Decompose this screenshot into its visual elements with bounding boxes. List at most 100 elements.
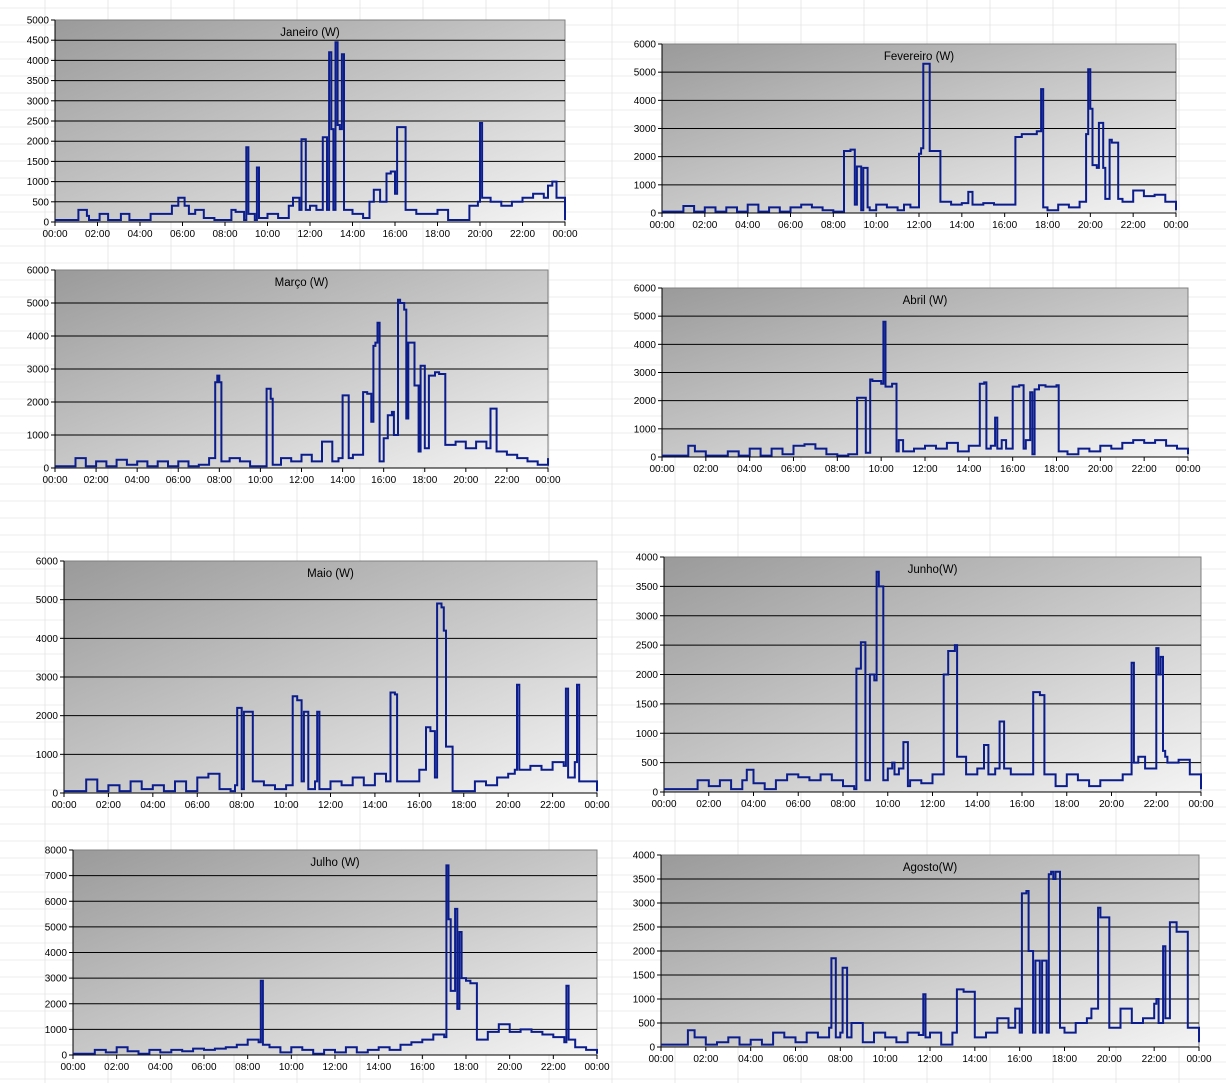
x-tick-label: 22:00: [1132, 464, 1157, 475]
x-tick-label: 20:00: [1099, 799, 1124, 810]
y-tick-label: 3000: [27, 96, 50, 107]
x-tick-label: 08:00: [212, 229, 237, 240]
y-tick-label: 2000: [45, 999, 68, 1010]
chart-agosto[interactable]: 0 500 1000 1500 2000 2500 3000 3500 4000 00:00 02:…: [608, 845, 1223, 1083]
y-tick-label: 3000: [36, 673, 59, 684]
y-tick-label: 0: [52, 789, 58, 800]
x-tick-label: 08:00: [828, 1054, 853, 1065]
y-tick-label: 0: [61, 1051, 67, 1062]
x-tick-label: 16:00: [1000, 464, 1025, 475]
x-tick-label: 14:00: [362, 800, 387, 811]
x-tick-label: 20:00: [1078, 220, 1103, 231]
x-tick-label: 16:00: [992, 220, 1017, 231]
x-tick-label: 08:00: [229, 800, 254, 811]
x-tick-label: 14:00: [965, 799, 990, 810]
y-tick-label: 1500: [636, 699, 659, 710]
x-tick-label: 00:00: [552, 229, 577, 240]
chart-abril[interactable]: 0 1000 2000 3000 4000 5000 6000 00:00 02:00 04:00…: [618, 280, 1208, 488]
power-series-line: [661, 870, 1200, 1046]
y-tick-label: 3000: [27, 365, 50, 376]
y-tick-label: 3500: [27, 76, 50, 87]
x-tick-label: 02:00: [85, 229, 110, 240]
y-tick-label: 4000: [634, 96, 657, 107]
chart-svg: 0 500 1000 1500 2000 2500 3000 3500 4000 00:00 02:…: [636, 553, 1214, 811]
chart-janeiro[interactable]: 0 500 1000 1500 2000 2500 3000 3500 4000 4500 5000…: [0, 0, 585, 248]
x-tick-label: 22:00: [541, 1062, 566, 1073]
chart-marco[interactable]: 0 1000 2000 3000 4000 5000 6000 00:00 02:00 04:00…: [0, 262, 578, 492]
y-tick-label: 2500: [633, 923, 656, 934]
chart-julho[interactable]: 0 1000 2000 3000 4000 5000 6000 7000 8000 00:00 02…: [0, 840, 615, 1080]
x-tick-label: 12:00: [920, 799, 945, 810]
y-tick-label: 3000: [634, 124, 657, 135]
y-tick-label: 3500: [636, 582, 659, 593]
y-tick-label: 4000: [636, 553, 659, 564]
y-tick-label: 4000: [634, 340, 657, 351]
x-tick-label: 04:00: [738, 1054, 763, 1065]
x-tick-label: 12:00: [917, 1054, 942, 1065]
y-tick-label: 2000: [27, 137, 50, 148]
chart-junho[interactable]: 0 500 1000 1500 2000 2500 3000 3500 4000 00:00 02:…: [608, 545, 1223, 815]
y-tick-label: 2000: [634, 152, 657, 163]
y-tick-label: 3000: [633, 899, 656, 910]
y-tick-label: 7000: [45, 871, 68, 882]
x-tick-label: 18:00: [425, 229, 450, 240]
x-tick-label: 12:00: [906, 220, 931, 231]
y-tick-label: 0: [652, 788, 658, 799]
chart-svg: 0 1000 2000 3000 4000 5000 6000 00:00 02:00 04:00…: [634, 40, 1189, 232]
x-tick-label: 04:00: [125, 475, 150, 486]
y-tick-label: 3000: [636, 611, 659, 622]
x-tick-label: 10:00: [274, 800, 299, 811]
chart-title: Agosto(W): [903, 862, 957, 874]
x-tick-label: 16:00: [1009, 799, 1034, 810]
x-tick-label: 00:00: [1186, 1054, 1211, 1065]
x-tick-label: 20:00: [1088, 464, 1113, 475]
y-tick-label: 2000: [634, 396, 657, 407]
x-tick-label: 14:00: [949, 220, 974, 231]
y-tick-label: 1000: [634, 180, 657, 191]
x-tick-label: 10:00: [873, 1054, 898, 1065]
x-tick-label: 04:00: [148, 1062, 173, 1073]
x-tick-label: 08:00: [821, 220, 846, 231]
y-tick-label: 0: [650, 209, 656, 220]
y-tick-label: 5000: [45, 922, 68, 933]
x-tick-label: 14:00: [366, 1062, 391, 1073]
x-tick-label: 14:00: [956, 464, 981, 475]
x-tick-label: 10:00: [864, 220, 889, 231]
power-series-line: [73, 864, 598, 1055]
x-tick-label: 08:00: [235, 1062, 260, 1073]
chart-svg: 0 500 1000 1500 2000 2500 3000 3500 4000 00:00 02:…: [633, 851, 1212, 1066]
y-tick-label: 1500: [633, 971, 656, 982]
x-tick-label: 04:00: [127, 229, 152, 240]
x-tick-label: 14:00: [340, 229, 365, 240]
y-tick-label: 2000: [27, 398, 50, 409]
x-tick-label: 14:00: [330, 475, 355, 486]
chart-svg: 0 1000 2000 3000 4000 5000 6000 00:00 02:00 04:00…: [634, 284, 1201, 476]
y-tick-label: 4000: [45, 948, 68, 959]
y-tick-label: 4500: [27, 36, 50, 47]
x-tick-label: 06:00: [166, 475, 191, 486]
power-series-line: [64, 602, 598, 793]
x-tick-label: 00:00: [651, 799, 676, 810]
x-tick-label: 08:00: [830, 799, 855, 810]
y-tick-label: 1000: [27, 431, 50, 442]
y-tick-label: 5000: [36, 595, 59, 606]
x-tick-label: 04:00: [735, 220, 760, 231]
x-tick-label: 12:00: [318, 800, 343, 811]
y-tick-label: 5000: [634, 68, 657, 79]
x-tick-label: 06:00: [781, 464, 806, 475]
x-tick-label: 10:00: [248, 475, 273, 486]
chart-title: Fevereiro (W): [884, 51, 954, 63]
y-tick-label: 1000: [636, 729, 659, 740]
x-tick-label: 00:00: [649, 220, 674, 231]
chart-fevereiro[interactable]: 0 1000 2000 3000 4000 5000 6000 00:00 02:00 04:00…: [618, 30, 1196, 242]
x-tick-label: 10:00: [279, 1062, 304, 1073]
x-tick-label: 00:00: [60, 1062, 85, 1073]
y-tick-label: 1000: [27, 177, 50, 188]
x-tick-label: 12:00: [912, 464, 937, 475]
x-tick-label: 12:00: [297, 229, 322, 240]
x-tick-label: 18:00: [412, 475, 437, 486]
chart-maio[interactable]: 0 1000 2000 3000 4000 5000 6000 00:00 02:00 04:00…: [0, 553, 615, 815]
y-tick-label: 1000: [634, 424, 657, 435]
x-tick-label: 06:00: [778, 220, 803, 231]
y-tick-label: 0: [650, 453, 656, 464]
